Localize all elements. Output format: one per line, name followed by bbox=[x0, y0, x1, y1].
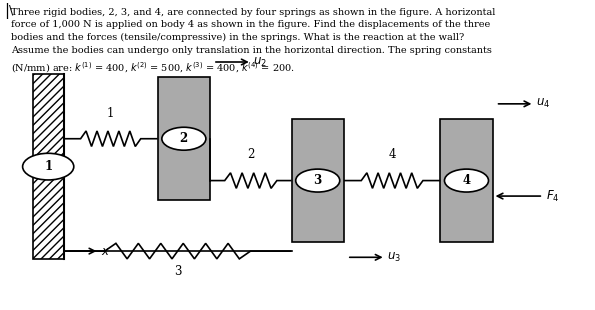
Bar bbox=[158, 78, 210, 200]
Text: 2: 2 bbox=[180, 132, 188, 145]
Text: $u_4$: $u_4$ bbox=[536, 97, 550, 110]
Text: $x$: $x$ bbox=[101, 245, 111, 258]
Circle shape bbox=[296, 169, 340, 192]
Bar bbox=[440, 119, 493, 242]
Circle shape bbox=[162, 127, 206, 150]
Text: $u_2$: $u_2$ bbox=[253, 55, 267, 69]
Text: $\backslash$: $\backslash$ bbox=[8, 3, 14, 17]
Text: 2: 2 bbox=[247, 148, 255, 162]
Bar bbox=[33, 74, 64, 259]
Text: 3: 3 bbox=[314, 174, 322, 187]
Text: 4: 4 bbox=[389, 148, 396, 162]
Text: $u_3$: $u_3$ bbox=[387, 251, 401, 264]
Text: 3: 3 bbox=[174, 265, 181, 278]
Text: 1: 1 bbox=[44, 160, 52, 173]
Text: 1: 1 bbox=[107, 107, 114, 119]
Text: $F_4$: $F_4$ bbox=[546, 188, 560, 204]
Circle shape bbox=[23, 153, 74, 180]
Text: Three rigid bodies, 2, 3, and 4, are connected by four springs as shown in the f: Three rigid bodies, 2, 3, and 4, are con… bbox=[11, 8, 495, 75]
Text: 4: 4 bbox=[462, 174, 471, 187]
Bar bbox=[292, 119, 344, 242]
Circle shape bbox=[444, 169, 488, 192]
Text: $|$: $|$ bbox=[4, 1, 10, 21]
